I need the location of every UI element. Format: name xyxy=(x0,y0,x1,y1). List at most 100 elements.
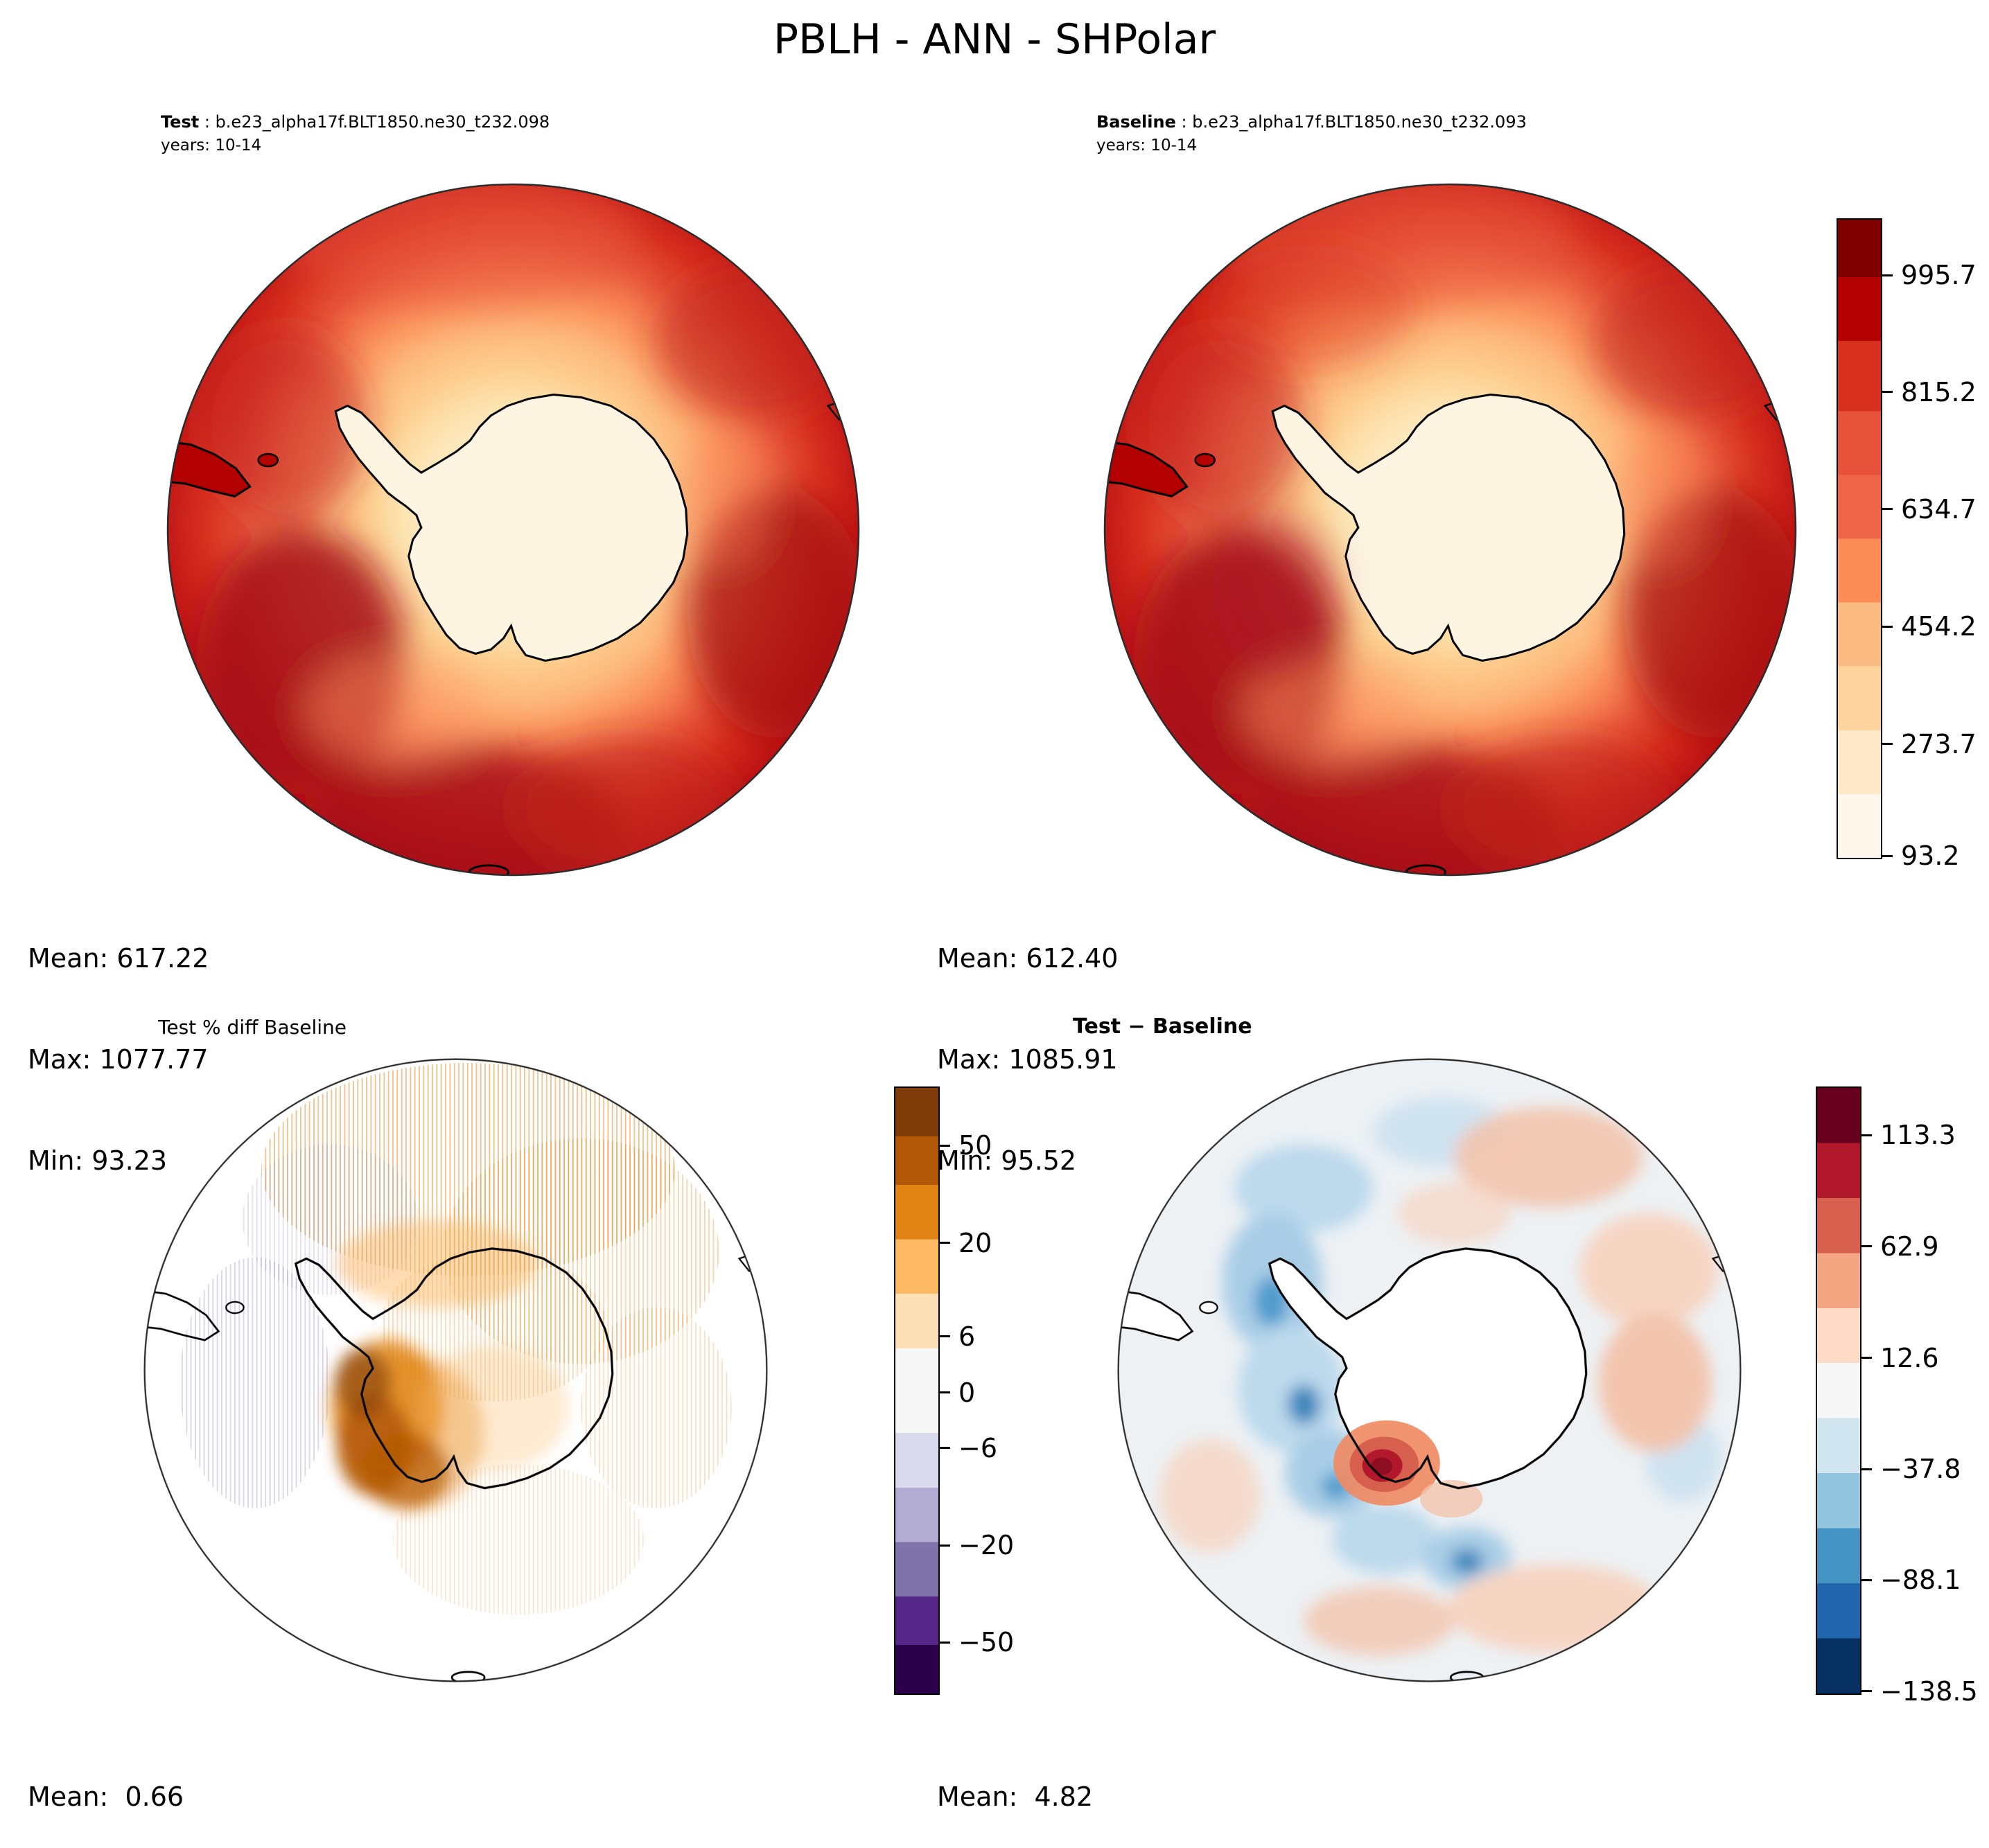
colorbar-diff-tick: −138.5 xyxy=(1861,1676,1978,1707)
island-outline xyxy=(225,1301,245,1314)
tick-label: 634.7 xyxy=(1901,493,1977,525)
island-outline xyxy=(450,1671,486,1682)
colorbar-pct-tick: 6 xyxy=(940,1321,975,1352)
tick-label: −50 xyxy=(958,1627,1015,1658)
test-stats: Mean: 617.22 Max: 1077.77 Min: 93.23 xyxy=(28,874,209,1245)
tick-label: 0 xyxy=(958,1377,976,1408)
baseline-label: Baseline xyxy=(1096,112,1176,132)
tick-mark xyxy=(1882,854,1893,857)
baseline-max: Max: 1085.91 xyxy=(937,1044,1118,1075)
baseline-case-name: b.e23_alpha17f.BLT1850.ne30_t232.093 xyxy=(1192,112,1527,132)
tick-label: −138.5 xyxy=(1880,1675,1978,1707)
colorbar-main-tick: 273.7 xyxy=(1882,729,1977,759)
colorbar-main-gradient xyxy=(1837,218,1882,859)
tick-label: −6 xyxy=(958,1432,998,1463)
test-mean: Mean: 617.22 xyxy=(28,943,209,974)
colorbar-main: 995.7 815.2 634.7 454.2 273.7 93.2 xyxy=(1837,218,1977,871)
tick-mark xyxy=(940,1144,950,1147)
map-pct-diff xyxy=(142,1057,769,1684)
colorbar-diff-tick: 62.9 xyxy=(1861,1231,1939,1262)
map-test-canvas xyxy=(165,182,861,878)
map-test xyxy=(165,182,861,878)
tick-label: −37.8 xyxy=(1880,1454,1961,1485)
colorbar-pct-diff: 50 20 6 0 −6 −20 −50 xyxy=(894,1086,1014,1695)
test-separator: : xyxy=(199,112,216,132)
tick-mark xyxy=(940,1391,950,1394)
colorbar-pct-tick: 20 xyxy=(940,1228,992,1258)
colorbar-diff-tick: −88.1 xyxy=(1861,1565,1961,1595)
colorbar-main-tick: 995.7 xyxy=(1882,260,1977,290)
map-boundary-circle xyxy=(1103,183,1797,877)
tick-label: 454.2 xyxy=(1901,611,1977,642)
tick-label: 273.7 xyxy=(1901,728,1977,759)
colorbar-pct-tick: −20 xyxy=(940,1530,1014,1560)
tick-label: 6 xyxy=(958,1321,976,1352)
tick-label: −88.1 xyxy=(1880,1565,1961,1596)
baseline-min: Min: 95.52 xyxy=(937,1145,1077,1176)
diff-title: Test − Baseline xyxy=(1073,1014,1252,1039)
colorbar-diff-tick: 113.3 xyxy=(1861,1120,1956,1150)
tick-mark xyxy=(1882,625,1893,628)
colorbar-pct-gradient xyxy=(894,1086,940,1695)
colorbar-main-tick: 815.2 xyxy=(1882,377,1977,407)
colorbar-pct-tick: −50 xyxy=(940,1627,1014,1657)
island-outline xyxy=(1199,1301,1218,1314)
test-years: years: 10-14 xyxy=(161,136,262,155)
tick-mark xyxy=(1861,1578,1872,1581)
colorbar-main-tick: 454.2 xyxy=(1882,611,1977,642)
pct-diff-stats: Mean: 0.66 Max: 18.33 Min: -13.14 xyxy=(28,1713,184,1848)
baseline-mean: Mean: 612.40 xyxy=(937,943,1119,974)
colorbar-pct-tick: 0 xyxy=(940,1378,975,1408)
colorbar-diff-tick: 12.6 xyxy=(1861,1343,1939,1373)
colorbar-diff-tick: −37.8 xyxy=(1861,1454,1961,1484)
baseline-stats: Mean: 612.40 Max: 1085.91 Min: 95.52 xyxy=(937,874,1118,1245)
pct-diff-mean: Mean: 0.66 xyxy=(28,1781,184,1813)
tick-label: −20 xyxy=(958,1530,1015,1560)
diff-mean: Mean: 4.82 xyxy=(937,1781,1094,1813)
tick-mark xyxy=(1861,1468,1872,1470)
baseline-extra-contours xyxy=(1206,244,1416,676)
colorbar-main-tick: 93.2 xyxy=(1882,841,1960,871)
tick-mark xyxy=(1882,391,1893,394)
colorbar-pct-tick: −6 xyxy=(940,1433,997,1463)
tick-label: 815.2 xyxy=(1901,376,1977,407)
tick-mark xyxy=(940,1447,950,1450)
diff-positive-maximum-spot xyxy=(1333,1420,1440,1506)
tick-label: 50 xyxy=(958,1130,992,1161)
test-panel-header: Test : b.e23_alpha17f.BLT1850.ne30_t232.… xyxy=(161,111,550,157)
pct-diff-field xyxy=(144,1059,767,1682)
tick-mark xyxy=(940,1544,950,1547)
test-case-name: b.e23_alpha17f.BLT1850.ne30_t232.098 xyxy=(215,112,550,132)
map-baseline-canvas xyxy=(1102,182,1798,878)
figure-title: PBLH - ANN - SHPolar xyxy=(773,15,1216,64)
tick-mark xyxy=(1861,1134,1872,1136)
test-max: Max: 1077.77 xyxy=(28,1044,209,1075)
baseline-panel-header: Baseline : b.e23_alpha17f.BLT1850.ne30_t… xyxy=(1096,111,1527,157)
test-case-line: Test : b.e23_alpha17f.BLT1850.ne30_t232.… xyxy=(161,111,550,134)
map-pct-diff-canvas xyxy=(143,1058,768,1682)
tick-label: 113.3 xyxy=(1880,1120,1956,1151)
baseline-separator: : xyxy=(1175,112,1193,132)
colorbar-main-tick: 634.7 xyxy=(1882,494,1977,525)
map-boundary-circle xyxy=(1117,1058,1742,1682)
pct-diff-positive-cluster xyxy=(330,1220,569,1512)
map-boundary-circle xyxy=(143,1058,768,1682)
tick-mark xyxy=(940,1335,950,1338)
tick-mark xyxy=(1882,743,1893,745)
tick-mark xyxy=(940,1641,950,1644)
tick-mark xyxy=(1882,274,1893,276)
baseline-case-line: Baseline : b.e23_alpha17f.BLT1850.ne30_t… xyxy=(1096,111,1527,134)
tick-mark xyxy=(1882,508,1893,511)
tick-mark xyxy=(1861,1357,1872,1359)
tick-label: 20 xyxy=(958,1227,992,1258)
colorbar-diff-gradient xyxy=(1816,1086,1861,1695)
map-boundary-circle xyxy=(166,183,860,877)
tick-label: 93.2 xyxy=(1901,841,1960,872)
baseline-years: years: 10-14 xyxy=(1096,136,1198,155)
test-label: Test xyxy=(161,112,200,132)
map-diff xyxy=(1116,1057,1743,1684)
colorbar-diff: 113.3 62.9 12.6 −37.8 −88.1 −138.5 xyxy=(1816,1086,1978,1707)
tick-mark xyxy=(1861,1245,1872,1248)
tick-mark xyxy=(940,1242,950,1244)
